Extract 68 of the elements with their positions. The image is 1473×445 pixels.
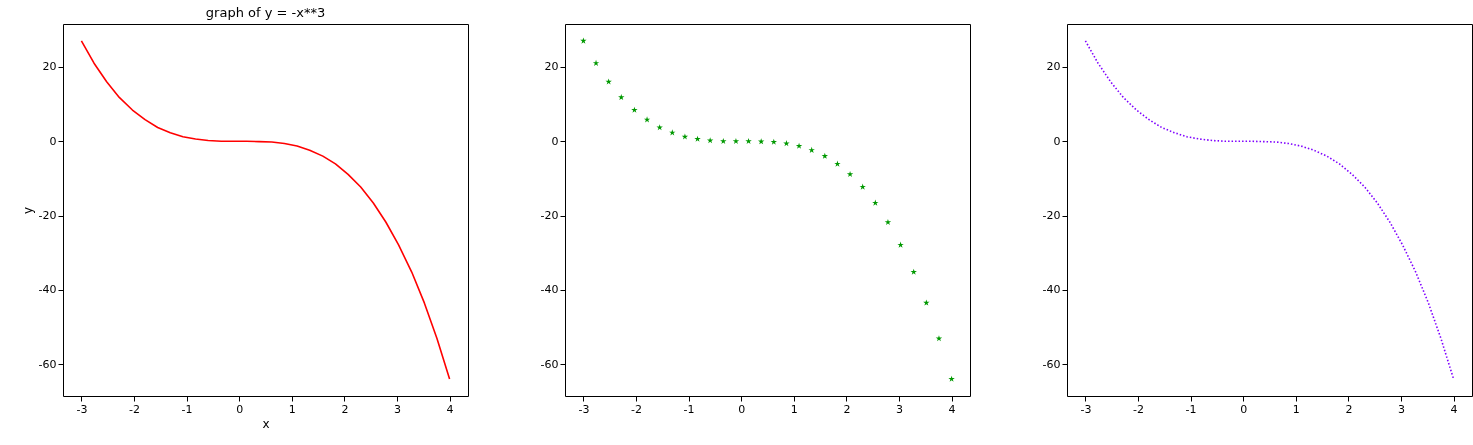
- x-tick-label: -2: [1133, 402, 1144, 416]
- x-tick-label: 4: [1450, 402, 1458, 416]
- y-tick-label: -60: [540, 357, 559, 371]
- x-tick-label: -3: [578, 402, 590, 416]
- point: [884, 218, 892, 225]
- x-tick-label: 3: [895, 402, 903, 416]
- point: [592, 59, 600, 66]
- y-tick-label: -60: [38, 357, 57, 371]
- point: [745, 137, 752, 144]
- x-tick-label: 1: [1292, 402, 1300, 416]
- chart-title: graph of y = -x**3: [205, 5, 326, 20]
- point: [897, 241, 904, 248]
- point: [758, 138, 765, 145]
- point: [580, 37, 587, 44]
- y-tick-label: -40: [1042, 283, 1061, 297]
- point: [821, 152, 829, 159]
- x-tick-label: 2: [1345, 402, 1353, 416]
- y-tick-label: 0: [49, 134, 57, 148]
- x-axis-title: x: [262, 416, 270, 431]
- point: [948, 375, 955, 382]
- y-tick-label: 20: [544, 60, 559, 74]
- x-tick-label: 1: [288, 402, 296, 416]
- point: [795, 142, 803, 149]
- point: [720, 137, 727, 144]
- line-series: [80, 40, 451, 380]
- x-tick-label: -1: [181, 402, 193, 416]
- x-tick-label: 2: [843, 402, 851, 416]
- x-tick-label: 4: [446, 402, 454, 416]
- point: [834, 160, 841, 167]
- point: [694, 135, 701, 142]
- point: [808, 146, 815, 153]
- x-tick-label: -3: [1080, 402, 1092, 416]
- point: [631, 106, 638, 113]
- point: [910, 268, 917, 275]
- y-axis-title: y: [20, 206, 35, 215]
- point: [872, 199, 879, 206]
- x-tick-label: 2: [341, 402, 349, 416]
- x-tick-label: 3: [1397, 402, 1405, 416]
- line-series: [1084, 40, 1455, 380]
- y-tick-label: 0: [1053, 134, 1061, 148]
- x-tick-label: -3: [76, 402, 88, 416]
- x-tick-label: 4: [948, 402, 956, 416]
- x-tick-label: -1: [683, 402, 695, 416]
- y-tick-label: 0: [551, 134, 559, 148]
- x-tick-label: -2: [129, 402, 140, 416]
- point: [656, 124, 663, 131]
- point: [846, 170, 854, 178]
- y-tick-label: 20: [1046, 60, 1061, 74]
- point: [859, 183, 866, 190]
- y-tick-label: -40: [38, 283, 57, 297]
- point: [618, 94, 625, 101]
- point: [923, 299, 930, 306]
- point: [732, 137, 740, 144]
- y-tick-label: -60: [1042, 357, 1061, 371]
- x-tick-label: 0: [236, 402, 244, 416]
- x-tick-label: 0: [738, 402, 746, 416]
- y-tick-label: -40: [540, 283, 559, 297]
- point: [783, 140, 790, 147]
- x-tick-label: -1: [1185, 402, 1197, 416]
- y-tick-label: -20: [540, 209, 559, 223]
- y-tick-label: -20: [38, 209, 57, 223]
- x-tick-label: -2: [631, 402, 642, 416]
- y-tick-label: -20: [1042, 209, 1061, 223]
- point: [706, 137, 714, 144]
- y-tick-label: 20: [42, 60, 57, 74]
- x-tick-label: 1: [790, 402, 798, 416]
- x-tick-label: 3: [393, 402, 401, 416]
- x-tick-label: 0: [1240, 402, 1248, 416]
